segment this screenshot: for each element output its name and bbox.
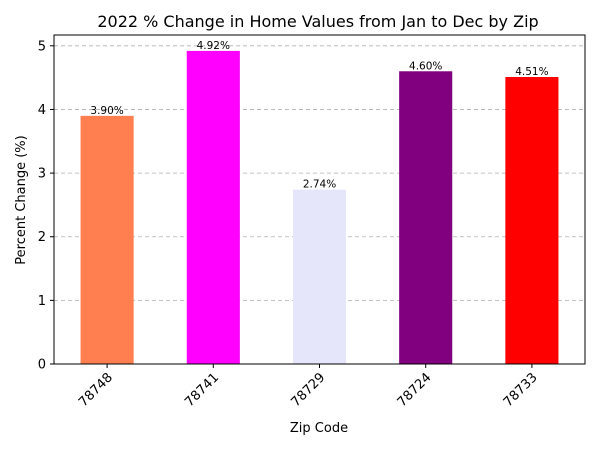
chart-title: 2022 % Change in Home Values from Jan to… <box>97 12 538 31</box>
bar-78724 <box>399 71 453 364</box>
y-tick-label: 3 <box>38 167 46 182</box>
bar-78733 <box>505 77 559 364</box>
y-tick-label: 5 <box>38 39 46 54</box>
y-tick-label: 4 <box>38 103 46 118</box>
data-label-78733: 4.51% <box>515 66 548 78</box>
data-labels-layer: 3.90% 4.92% 2.74% 4.60% 4.51% <box>90 40 548 191</box>
data-label-78729: 2.74% <box>303 179 336 191</box>
x-tick-label-78741: 78741 <box>182 370 222 410</box>
y-tick-label: 1 <box>38 294 46 309</box>
x-tick-label-78724: 78724 <box>395 370 435 410</box>
data-label-78741: 4.92% <box>197 40 230 52</box>
bar-78741 <box>186 50 240 365</box>
bars-layer <box>80 50 559 365</box>
bar-78729 <box>292 189 347 364</box>
data-label-78748: 3.90% <box>90 105 123 117</box>
bar-78748 <box>80 115 134 365</box>
plot-frame <box>53 34 586 365</box>
y-tick-label: 0 <box>38 358 46 373</box>
x-tick-label-78748: 78748 <box>76 370 116 410</box>
x-tick-label-78729: 78729 <box>288 370 328 410</box>
grid-layer <box>54 45 585 301</box>
y-axis-label: Percent Change (%) <box>14 135 29 264</box>
x-axis-label: Zip Code <box>290 421 348 436</box>
x-tick-label-78733: 78733 <box>501 370 541 410</box>
data-label-78724: 4.60% <box>409 60 442 72</box>
y-tick-label: 2 <box>38 230 46 245</box>
